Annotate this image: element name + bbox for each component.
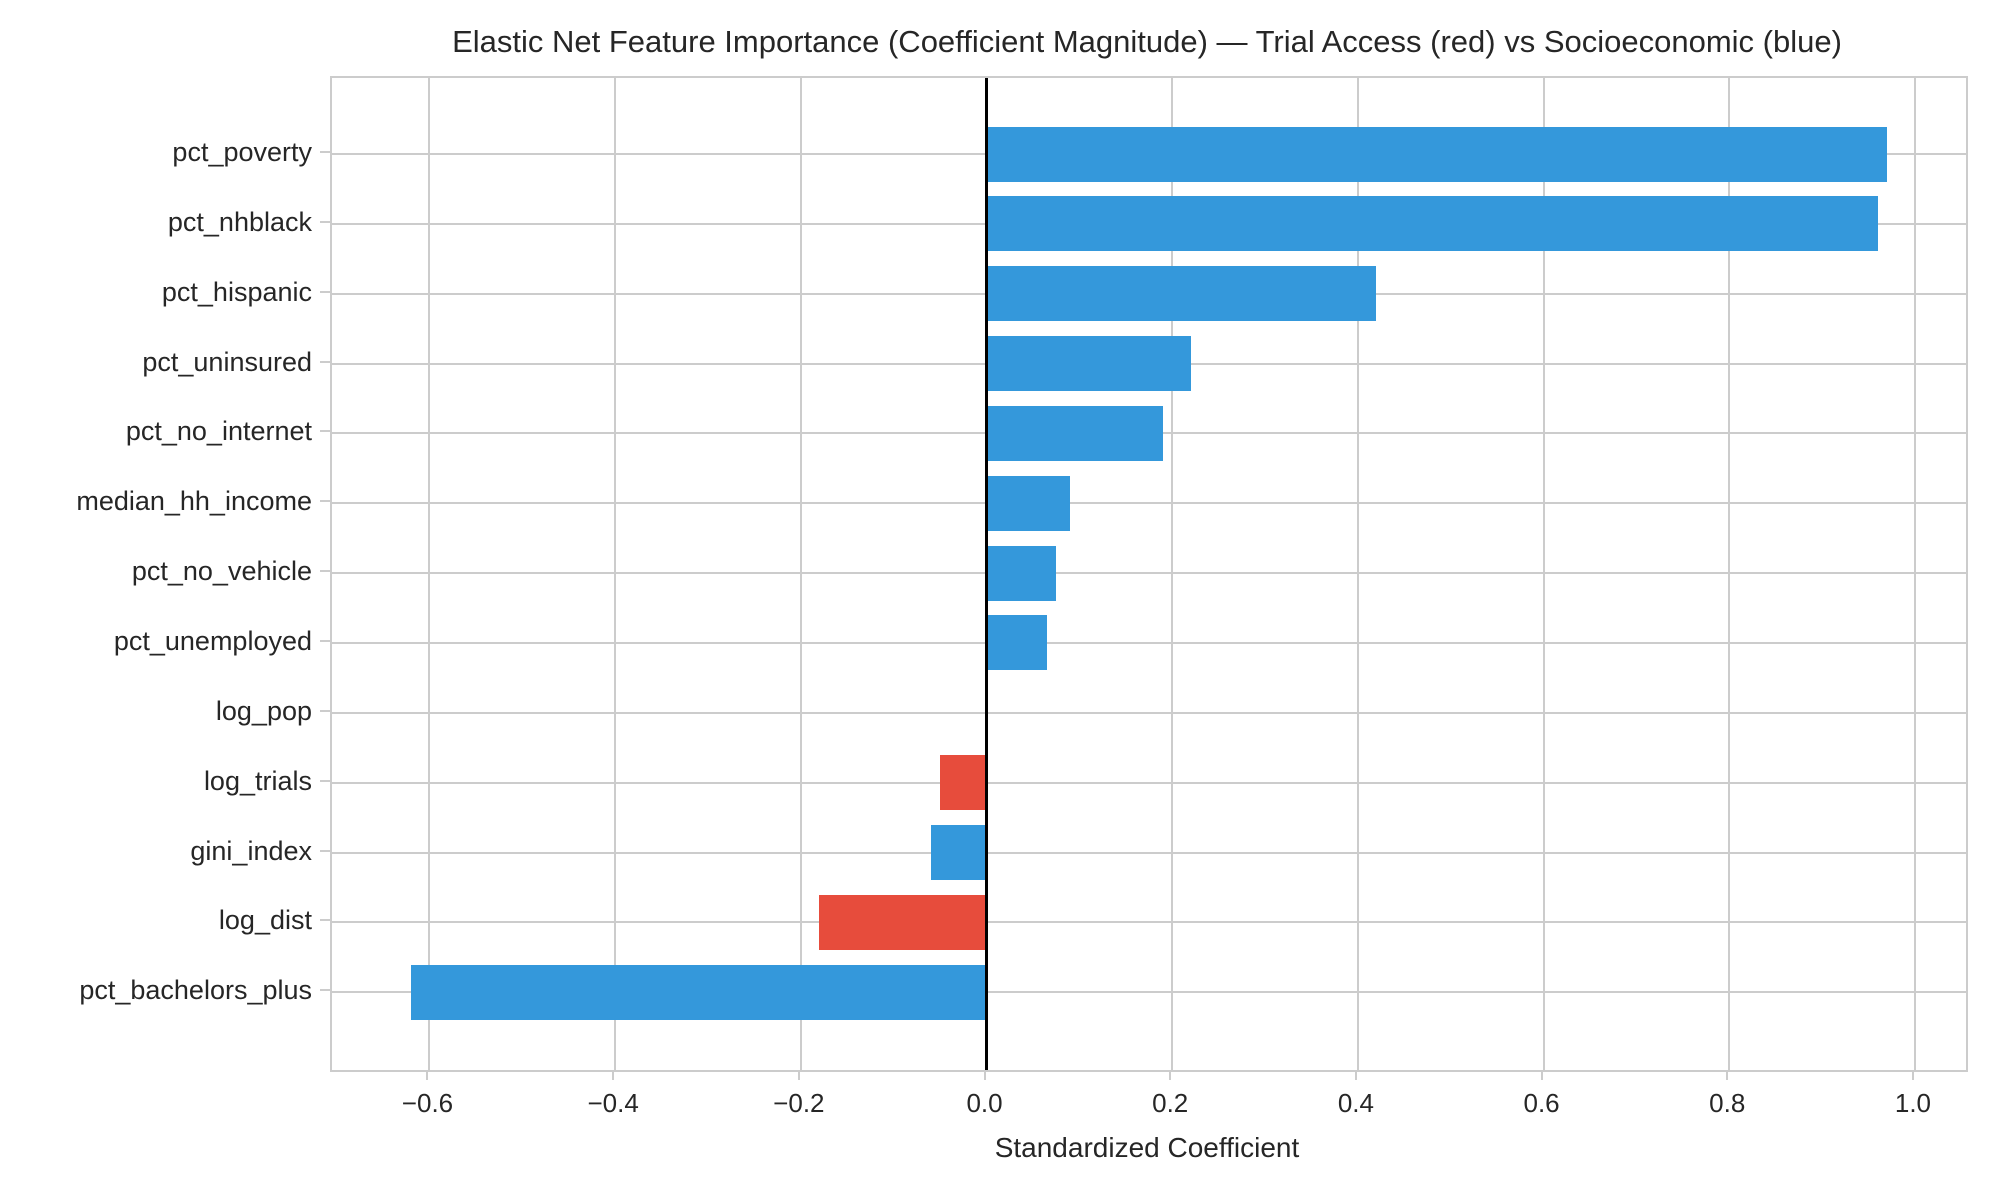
x-tick-mark bbox=[983, 1070, 986, 1080]
x-tick-label: 0.2 bbox=[1152, 1088, 1189, 1118]
y-tick-label-pct_no_vehicle: pct_no_vehicle bbox=[131, 556, 312, 587]
y-tick-mark bbox=[320, 639, 330, 642]
bar-pct_nhblack bbox=[986, 196, 1878, 252]
bar-gini_index bbox=[930, 825, 987, 880]
x-tick-mark bbox=[612, 1070, 615, 1080]
y-tick-label-pct_hispanic: pct_hispanic bbox=[161, 276, 312, 307]
x-tick-label: 1.0 bbox=[1894, 1088, 1932, 1118]
y-tick-mark bbox=[320, 500, 330, 503]
x-tick-mark bbox=[426, 1070, 429, 1080]
x-tick-label: −0.4 bbox=[587, 1088, 639, 1118]
bar-pct_unemployed bbox=[986, 615, 1047, 671]
y-tick-mark bbox=[320, 919, 330, 922]
y-tick-mark bbox=[320, 360, 330, 363]
y-gridline bbox=[332, 641, 1966, 644]
x-tick-label: 0.8 bbox=[1709, 1088, 1746, 1118]
x-tick-mark bbox=[1540, 1070, 1543, 1080]
y-gridline bbox=[332, 991, 1966, 994]
bar-pct_no_internet bbox=[986, 405, 1163, 461]
y-tick-mark bbox=[320, 849, 330, 852]
y-gridline bbox=[332, 711, 1966, 714]
y-tick-label-pct_bachelors_plus: pct_bachelors_plus bbox=[79, 975, 312, 1006]
bar-pct_poverty bbox=[986, 126, 1888, 182]
y-gridline bbox=[332, 502, 1966, 505]
x-axis-label: Standardized Coefficient bbox=[994, 1132, 1300, 1163]
x-tick-mark bbox=[1169, 1070, 1172, 1080]
y-gridline bbox=[332, 572, 1966, 575]
bar-pct_uninsured bbox=[986, 336, 1191, 392]
x-tick-label: 0.6 bbox=[1523, 1088, 1560, 1118]
y-tick-mark bbox=[320, 290, 330, 293]
y-tick-label-log_pop: log_pop bbox=[215, 695, 312, 726]
x-tick-label: −0.6 bbox=[401, 1088, 454, 1118]
y-tick-mark bbox=[320, 779, 330, 782]
y-tick-mark bbox=[320, 709, 330, 712]
x-tick-mark bbox=[1911, 1070, 1914, 1080]
y-tick-label-pct_unemployed: pct_unemployed bbox=[113, 625, 312, 656]
y-tick-mark bbox=[320, 151, 330, 153]
bar-log_trials bbox=[940, 755, 987, 811]
y-tick-label-pct_uninsured: pct_uninsured bbox=[142, 346, 312, 377]
x-tick-label: 0.0 bbox=[966, 1088, 1003, 1118]
y-tick-mark bbox=[320, 570, 330, 573]
x-tick-label: −0.2 bbox=[773, 1088, 825, 1118]
y-gridline bbox=[332, 921, 1966, 924]
y-tick-mark bbox=[320, 220, 330, 223]
plot-area bbox=[330, 76, 1968, 1072]
x-tick-mark bbox=[1726, 1070, 1729, 1080]
y-tick-label-pct_nhblack: pct_nhblack bbox=[167, 206, 312, 237]
y-tick-label-log_dist: log_dist bbox=[218, 905, 312, 936]
zero-line bbox=[985, 78, 989, 1070]
x-tick-mark bbox=[1354, 1070, 1357, 1080]
bar-pct_hispanic bbox=[986, 266, 1377, 322]
y-tick-mark bbox=[320, 989, 330, 992]
bar-median_hh_income bbox=[986, 475, 1071, 531]
x-tick-mark bbox=[797, 1070, 800, 1080]
y-tick-label-median_hh_income: median_hh_income bbox=[76, 486, 312, 517]
y-tick-label-gini_index: gini_index bbox=[190, 835, 312, 866]
y-gridline bbox=[332, 851, 1966, 854]
bar-pct_no_vehicle bbox=[986, 545, 1057, 601]
bar-log_dist bbox=[819, 894, 987, 950]
chart-title: Elastic Net Feature Importance (Coeffici… bbox=[452, 24, 1842, 59]
y-tick-mark bbox=[320, 430, 330, 433]
bar-pct_bachelors_plus bbox=[410, 964, 987, 1020]
y-gridline bbox=[332, 781, 1966, 784]
x-tick-label: 0.4 bbox=[1337, 1088, 1374, 1118]
y-tick-label-log_trials: log_trials bbox=[203, 765, 312, 796]
y-tick-label-pct_poverty: pct_poverty bbox=[172, 137, 312, 167]
y-tick-label-pct_no_internet: pct_no_internet bbox=[125, 416, 312, 447]
